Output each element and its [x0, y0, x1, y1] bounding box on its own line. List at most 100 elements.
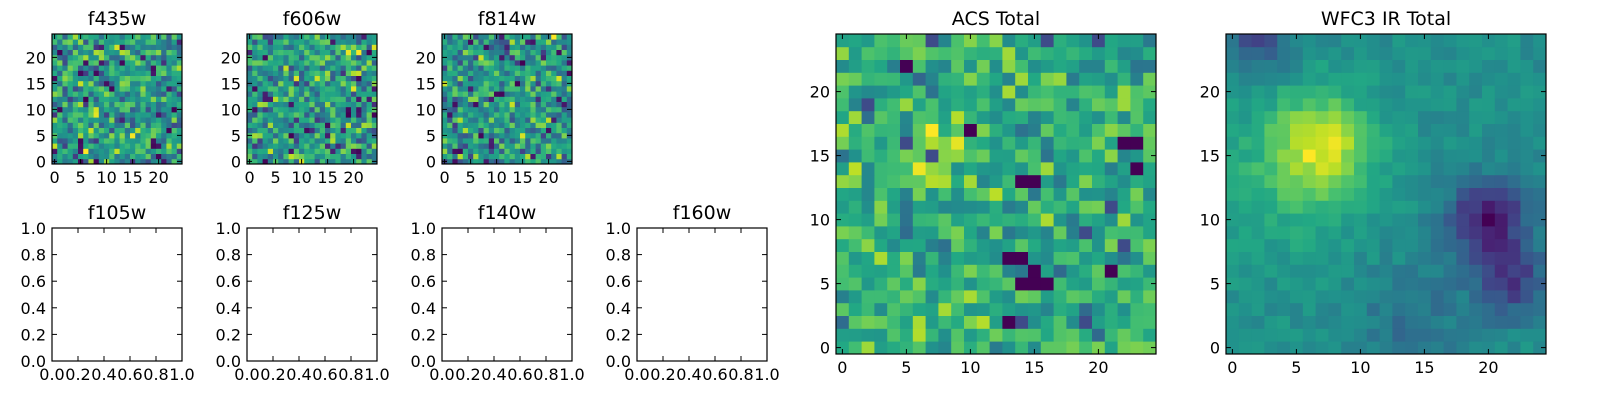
heatmap-cell — [1002, 226, 1016, 240]
heatmap-cell — [530, 117, 536, 123]
heatmap-cell — [912, 34, 926, 48]
heatmap-cell — [361, 91, 367, 97]
heatmap-cell — [1028, 72, 1042, 86]
heatmap-cell — [88, 91, 94, 97]
heatmap-cell — [1143, 162, 1157, 176]
heatmap-cell — [1443, 290, 1457, 304]
heatmap-cell — [356, 148, 362, 154]
heatmap-cell — [861, 123, 875, 137]
heatmap-cell — [150, 96, 157, 102]
y-tick-label: 15 — [810, 147, 830, 166]
heatmap-cell — [951, 174, 965, 188]
heatmap-cell — [1354, 98, 1368, 112]
heatmap-cell — [1002, 187, 1016, 201]
heatmap-cell — [104, 75, 110, 82]
heatmap-cell — [520, 101, 526, 108]
heatmap-cell — [483, 153, 490, 160]
heatmap-cell — [925, 341, 939, 355]
heatmap-cell — [900, 226, 914, 240]
heatmap-cell — [976, 98, 990, 112]
heatmap-cell — [1405, 110, 1419, 124]
heatmap-cell — [556, 65, 562, 71]
heatmap-cell — [912, 264, 926, 278]
heatmap-cell — [848, 162, 862, 176]
heatmap-cell — [1366, 290, 1380, 304]
heatmap-cell — [1418, 123, 1432, 137]
heatmap-cell — [478, 101, 484, 108]
heatmap-cell — [561, 112, 568, 118]
heatmap-cell — [1264, 264, 1278, 278]
heatmap-cell — [525, 153, 531, 160]
heatmap-cell — [52, 65, 58, 71]
heatmap-cell — [514, 117, 521, 123]
heatmap-cells — [442, 34, 573, 165]
y-tick-label: 15 — [221, 74, 241, 93]
y-tick-label: 5 — [36, 126, 46, 145]
heatmap-cell — [1251, 72, 1265, 86]
heatmap-cell — [848, 110, 862, 124]
heatmap-cell — [1533, 46, 1547, 60]
heatmap-cell — [1092, 136, 1106, 150]
heatmap-cell — [462, 49, 469, 56]
heatmap-cell — [1290, 290, 1304, 304]
heatmap-cell — [273, 117, 279, 123]
heatmap-cell — [150, 86, 157, 92]
heatmap-cell — [1066, 238, 1080, 252]
heatmap-cell — [951, 136, 965, 150]
heatmap-cell — [340, 75, 347, 82]
heatmap-cell — [145, 44, 152, 50]
heatmap-cell — [836, 213, 850, 227]
heatmap-cell — [1430, 174, 1444, 188]
heatmap-cell — [1079, 85, 1093, 99]
heatmap-cell — [319, 75, 326, 82]
heatmap-cell — [989, 123, 1003, 137]
heatmap-cell — [1354, 162, 1368, 176]
heatmap-cell — [1015, 162, 1029, 176]
heatmap-cell — [1405, 315, 1419, 329]
heatmap-cell — [964, 34, 978, 48]
heatmap-cell — [1066, 98, 1080, 112]
heatmap-cell — [345, 91, 352, 97]
heatmap-cell — [556, 86, 562, 92]
heatmap-cell — [951, 59, 965, 73]
heatmap-cell — [525, 44, 531, 50]
heatmap-cell — [109, 80, 115, 87]
heatmap-cell — [447, 132, 453, 139]
heatmap-cell — [171, 138, 178, 144]
heatmap-cell — [1002, 238, 1016, 252]
heatmap-cell — [109, 75, 115, 82]
heatmap-cell — [457, 65, 464, 71]
heatmap-cell — [83, 96, 89, 102]
x-tick-label: 10 — [486, 168, 506, 187]
heatmap-cell — [88, 34, 94, 40]
heatmap-cell — [1053, 302, 1067, 316]
heatmap-cell — [551, 39, 557, 45]
heatmap-cell — [1226, 98, 1240, 112]
heatmap-cell — [366, 34, 373, 40]
heatmap-cell — [964, 238, 978, 252]
heatmap-cell — [938, 72, 952, 86]
heatmap-cell — [1507, 200, 1521, 214]
heatmap-cell — [925, 85, 939, 99]
heatmap-cell — [1226, 315, 1240, 329]
heatmap-cell — [530, 143, 536, 149]
heatmap-cell — [535, 127, 542, 134]
y-tick-label: 0.0 — [21, 352, 46, 371]
heatmap-cell — [1302, 213, 1316, 227]
heatmap-cell — [319, 91, 326, 97]
heatmap-cell — [1366, 59, 1380, 73]
heatmap-cell — [442, 60, 448, 66]
heatmap-cell — [478, 70, 484, 76]
heatmap-cell — [1117, 34, 1131, 48]
heatmap-cell — [1507, 187, 1521, 201]
heatmap-cell — [561, 132, 568, 139]
heatmap-cell — [309, 39, 315, 45]
heatmap-cell — [114, 117, 120, 123]
heatmap-cell — [135, 138, 141, 144]
heatmap-cell — [861, 149, 875, 163]
heatmap-cell — [361, 65, 367, 71]
heatmap-cell — [288, 122, 295, 128]
heatmap-cell — [1277, 149, 1291, 163]
